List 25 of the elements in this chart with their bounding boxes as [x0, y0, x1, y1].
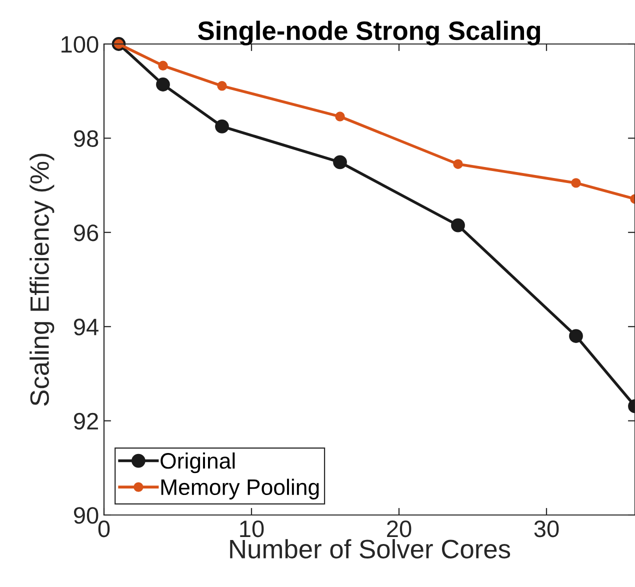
- x-tick-label: 0: [98, 520, 110, 538]
- y-axis-title: Scaling Efficiency (%): [30, 154, 54, 406]
- point: [453, 159, 463, 169]
- legend-label: Memory Pooling: [161, 478, 319, 500]
- y-tick-label: 90: [74, 507, 98, 524]
- x-tick-label: 30: [534, 520, 559, 538]
- y-tick-label: 94: [74, 318, 98, 336]
- y-tick-label: 92: [74, 412, 98, 430]
- point: [451, 218, 465, 232]
- x-tick-label: 10: [240, 520, 264, 538]
- y-tick-label: 100: [62, 36, 98, 53]
- y-tick-label: 96: [74, 224, 98, 242]
- point: [217, 81, 227, 91]
- point: [156, 78, 170, 92]
- legend-label: Original: [160, 452, 235, 474]
- point: [569, 329, 583, 343]
- y-tick-label: 98: [74, 130, 98, 147]
- x-axis-title: Number of Solver Cores: [230, 539, 510, 558]
- point: [215, 119, 229, 134]
- point: [333, 155, 347, 170]
- chart-title: Single-node Strong Scaling: [198, 20, 540, 46]
- point: [571, 178, 581, 188]
- x-tick-label: 20: [387, 520, 412, 538]
- point: [335, 112, 345, 122]
- point: [158, 60, 168, 71]
